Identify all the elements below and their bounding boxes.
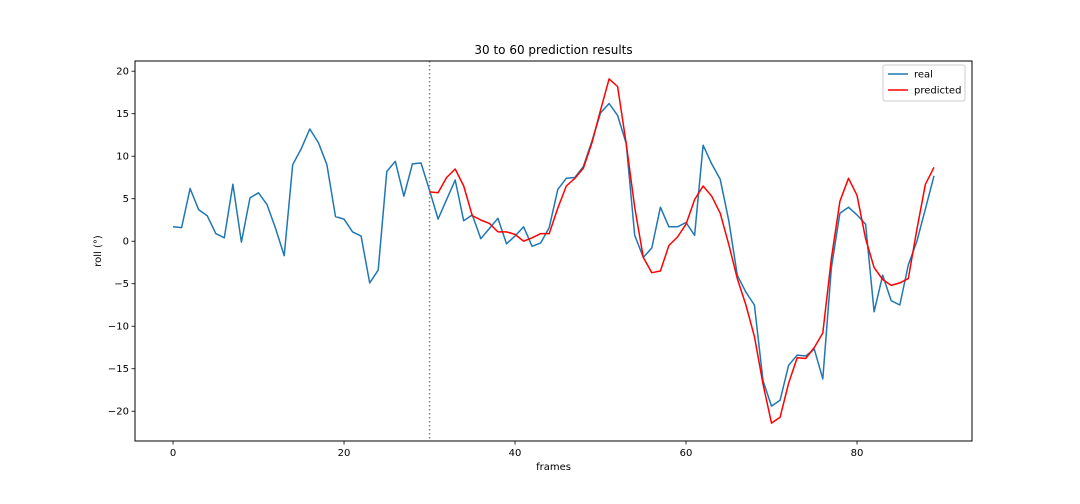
y-tick-label: 0	[123, 237, 129, 248]
legend-label-predicted: predicted	[914, 86, 961, 97]
x-tick-label: 20	[338, 448, 351, 459]
series-line-real	[172, 102, 935, 407]
plot-area-frame	[134, 60, 973, 442]
legend-label-real: real	[914, 70, 933, 81]
x-tick-label: 40	[509, 448, 522, 459]
y-axis: −20 −15 −10 −5 0 5 10 15 20	[108, 67, 135, 418]
y-tick-label: −5	[114, 279, 129, 290]
x-axis: 0 20 40 60 80	[170, 441, 864, 459]
y-tick-label: 15	[116, 109, 129, 120]
x-tick-label: 0	[170, 448, 176, 459]
y-axis-label: roll (°)	[93, 235, 104, 267]
x-tick-label: 80	[851, 448, 864, 459]
y-tick-label: −10	[108, 322, 129, 333]
y-tick-label: −20	[108, 407, 129, 418]
legend: real predicted	[882, 64, 966, 102]
series-line-predicted	[429, 78, 935, 424]
y-tick-label: 20	[116, 67, 129, 78]
series-layer	[172, 78, 935, 424]
y-tick-label: 10	[116, 152, 129, 163]
y-tick-label: 5	[123, 194, 129, 205]
chart-title: 30 to 60 prediction results	[474, 43, 632, 57]
x-axis-label: frames	[536, 462, 571, 473]
y-tick-label: −15	[108, 364, 129, 375]
x-tick-label: 60	[680, 448, 693, 459]
